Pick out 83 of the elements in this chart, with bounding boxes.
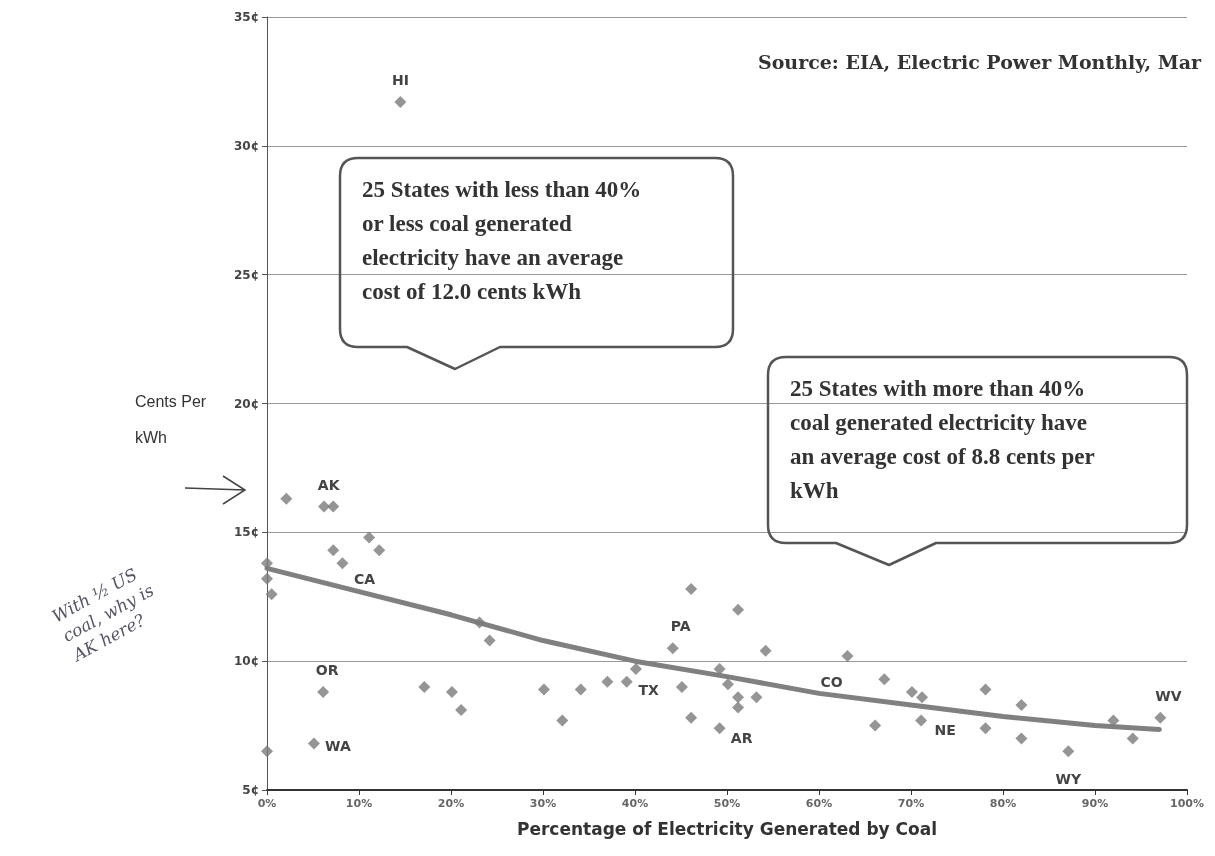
- point: [574, 683, 587, 696]
- annotation: AK: [317, 476, 341, 493]
- point: [675, 680, 688, 693]
- point: [685, 583, 698, 596]
- annotation: CO: [820, 674, 843, 691]
- y-tick-label: 20¢: [233, 396, 259, 411]
- x-tick-label: 20%: [437, 797, 465, 810]
- point: [556, 714, 569, 727]
- x-tick-label: 70%: [897, 797, 925, 810]
- x-tick-label: 60%: [805, 797, 833, 810]
- point: [1062, 745, 1075, 758]
- point: [732, 701, 745, 714]
- point: [280, 492, 293, 505]
- point: [537, 683, 550, 696]
- annotation: CA: [353, 571, 376, 588]
- point: [261, 572, 273, 585]
- point: [336, 557, 349, 570]
- point: [265, 588, 278, 601]
- point: [713, 722, 726, 735]
- point: [418, 680, 431, 693]
- x-axis-title: Percentage of Electricity Generated by Coal: [516, 818, 938, 839]
- point: [979, 683, 992, 696]
- y-tick-label: 5¢: [242, 783, 259, 797]
- annotation: WA: [325, 737, 351, 754]
- point: [878, 673, 891, 686]
- annotation: 25 States with less than 40% or less coal generated electricity have an average cost of 12.0 cents kWh: [362, 176, 642, 304]
- point: [445, 686, 458, 699]
- x-tick-label: 100%: [1170, 797, 1204, 810]
- point: [307, 737, 320, 750]
- point: [869, 719, 882, 732]
- y-tick-label: 30¢: [233, 138, 259, 153]
- annotation: OR: [315, 662, 339, 679]
- annotation: Source: EIA, Electric Power Monthly, Mar: [757, 50, 1202, 73]
- y-axis-title: Cents Per kWh: [135, 392, 207, 446]
- point: [759, 644, 772, 657]
- x-tick-label: 10%: [345, 797, 373, 810]
- point: [363, 531, 376, 544]
- point: [732, 603, 745, 616]
- point: [1126, 732, 1139, 745]
- point: [327, 500, 340, 513]
- annotation: WY: [1055, 771, 1082, 788]
- x-tick-label: 30%: [529, 797, 557, 810]
- point: [629, 662, 642, 675]
- point: [685, 711, 698, 724]
- point: [905, 686, 918, 699]
- point: [721, 678, 734, 691]
- point: [318, 500, 331, 513]
- point: [915, 714, 928, 727]
- y-tick-label: 35¢: [233, 10, 259, 24]
- point: [261, 745, 273, 758]
- annotation: 25 States with more than 40% coal generated electricity have an average cost of 8.8 cents per kWh: [790, 375, 1095, 503]
- y-tick-label: 25¢: [233, 267, 259, 282]
- point: [666, 642, 679, 655]
- point: [841, 650, 854, 663]
- annotation: TX: [638, 681, 660, 698]
- x-tick-label: 0%: [257, 797, 277, 810]
- x-tick-label: 40%: [621, 797, 649, 810]
- point: [373, 544, 386, 557]
- point: [979, 722, 992, 735]
- x-tick-label: 80%: [989, 797, 1017, 810]
- annotation: AR: [730, 730, 753, 747]
- point: [317, 686, 330, 699]
- point: [620, 675, 633, 688]
- annotation: PA: [670, 618, 691, 635]
- point: [483, 634, 496, 647]
- x-tick-label: 90%: [1081, 797, 1109, 810]
- point: [916, 691, 929, 704]
- point: [750, 691, 763, 704]
- annotation: WV: [1155, 687, 1182, 704]
- point: [713, 662, 726, 675]
- point: [327, 544, 340, 557]
- point: [1015, 732, 1028, 745]
- point: [394, 96, 407, 109]
- point: [1154, 711, 1167, 724]
- annotation: NE: [934, 722, 956, 739]
- x-tick-label: 50%: [713, 797, 741, 810]
- point: [732, 691, 745, 704]
- point: [455, 704, 468, 717]
- y-tick-label: 10¢: [233, 654, 259, 669]
- y-tick-label: 15¢: [233, 525, 259, 540]
- annotation: HI: [391, 72, 409, 89]
- point: [601, 675, 614, 688]
- point: [1015, 698, 1028, 711]
